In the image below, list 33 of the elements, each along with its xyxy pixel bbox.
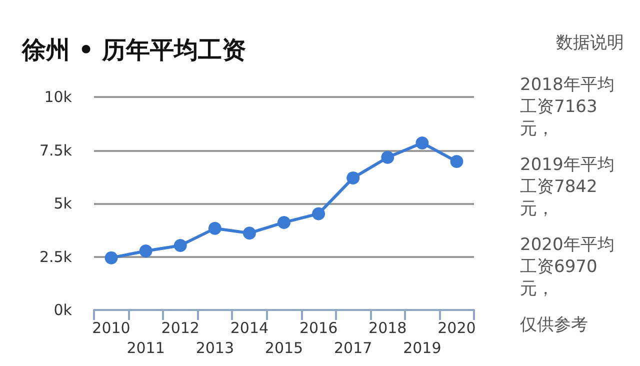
text: 2018年平均工资7163元， bbox=[520, 74, 616, 140]
y-tick-label: 5k bbox=[54, 194, 72, 212]
point bbox=[278, 216, 290, 229]
x-tick-label: 2019 bbox=[403, 339, 442, 357]
point bbox=[381, 150, 394, 164]
text: 2020年平均工资6970元， bbox=[520, 234, 616, 300]
x-tick-label: 2014 bbox=[230, 319, 269, 337]
x-tick-label: 2010 bbox=[92, 319, 130, 337]
x-tick-label: 2016 bbox=[299, 319, 338, 337]
x-tick-label: 2015 bbox=[264, 339, 304, 357]
x-tick-label: 2011 bbox=[126, 339, 165, 357]
y-tick-label: 0k bbox=[54, 301, 72, 319]
x-tick-label: 2018 bbox=[368, 319, 407, 337]
y-tick-label: 7.5k bbox=[39, 141, 72, 160]
text: 仅供参考 bbox=[520, 314, 589, 336]
point bbox=[450, 155, 464, 168]
x-tick-label: 2013 bbox=[196, 339, 234, 357]
text: 数据说明 bbox=[555, 32, 624, 54]
point bbox=[208, 222, 222, 235]
text: 2019年平均工资7842元， bbox=[520, 154, 616, 220]
chart-title: 徐州 • 历年平均工资 bbox=[22, 35, 246, 66]
point bbox=[242, 226, 256, 240]
point bbox=[139, 244, 152, 258]
x-tick-label: 2012 bbox=[161, 319, 200, 337]
point bbox=[416, 136, 429, 150]
point bbox=[104, 251, 118, 264]
x-tick-label: 2020 bbox=[438, 319, 476, 337]
point bbox=[174, 238, 187, 252]
x-tick-label: 2017 bbox=[334, 339, 372, 357]
y-tick-label: 2.5k bbox=[39, 248, 72, 266]
y-tick-label: 10k bbox=[44, 88, 72, 106]
point bbox=[312, 207, 326, 220]
point bbox=[346, 171, 360, 184]
